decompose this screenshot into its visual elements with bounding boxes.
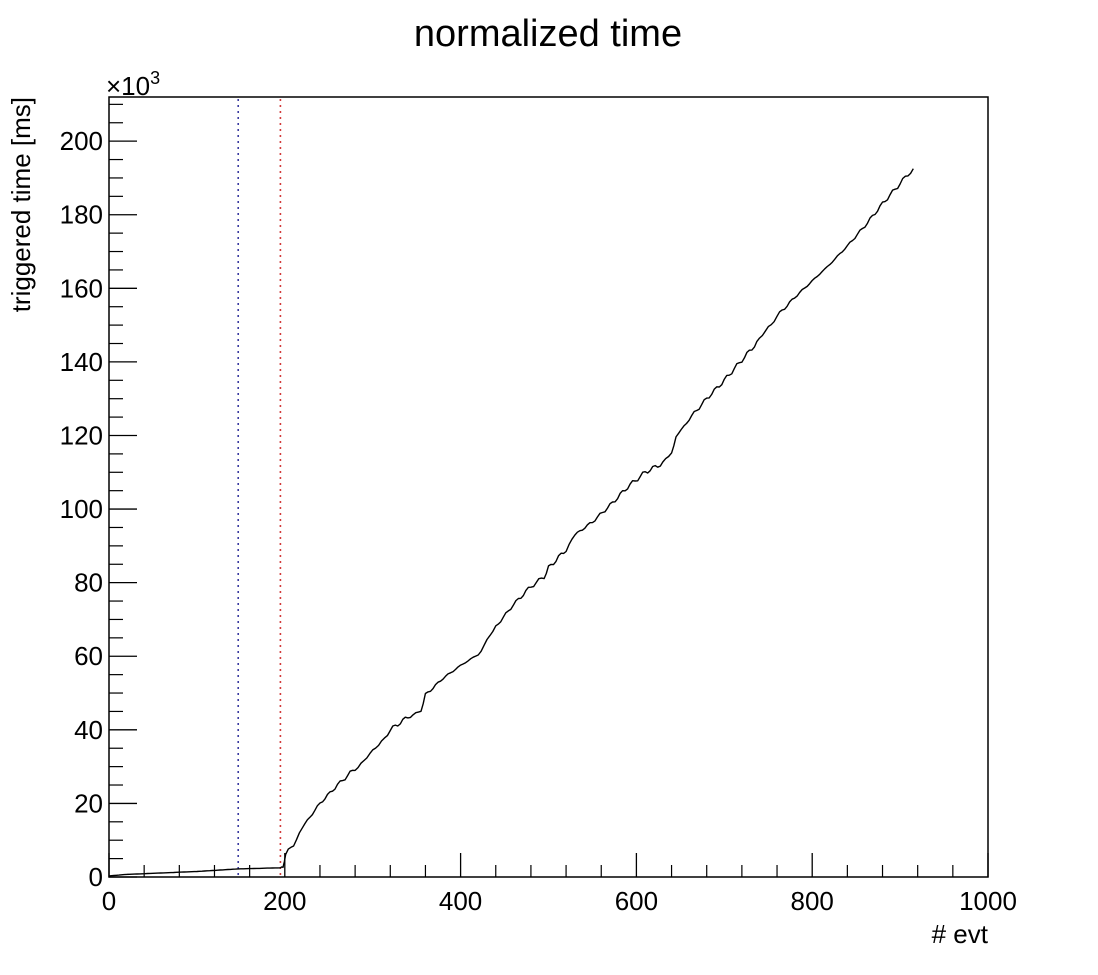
x-tick-label: 400 xyxy=(439,886,482,916)
vertical-markers xyxy=(237,99,282,877)
y-tick-labels: 0 20 40 60 80 100 120 140 160 180 200 xyxy=(60,126,103,892)
plot-frame xyxy=(108,96,989,878)
x-tick-labels: 0 200 400 600 800 1000 xyxy=(102,886,1017,916)
y-tick-label: 20 xyxy=(74,788,103,818)
series-line xyxy=(108,168,914,877)
y-axis-label: triggered time [ms] xyxy=(6,97,36,312)
y-tick-label: 80 xyxy=(74,568,103,598)
y-tick-label: 100 xyxy=(60,494,103,524)
y-tick-label: 200 xyxy=(60,126,103,156)
y-tick-label: 140 xyxy=(60,347,103,377)
y-tick-label: 40 xyxy=(74,715,103,745)
y-tick-label: 120 xyxy=(60,420,103,450)
minor-ticks xyxy=(109,103,954,877)
y-exponent-label: ×103 xyxy=(106,68,160,101)
y-tick-label: 180 xyxy=(60,200,103,230)
x-tick-label: 200 xyxy=(263,886,306,916)
x-tick-label: 600 xyxy=(615,886,658,916)
major-ticks xyxy=(108,140,989,878)
chart-title: normalized time xyxy=(414,13,682,55)
y-tick-label: 60 xyxy=(74,641,103,671)
y-tick-label: 160 xyxy=(60,273,103,303)
x-tick-label: 800 xyxy=(791,886,834,916)
x-tick-label: 0 xyxy=(102,886,116,916)
x-axis-label: # evt xyxy=(932,919,989,949)
x-tick-label: 1000 xyxy=(959,886,1017,916)
y-tick-label: 0 xyxy=(89,862,103,892)
